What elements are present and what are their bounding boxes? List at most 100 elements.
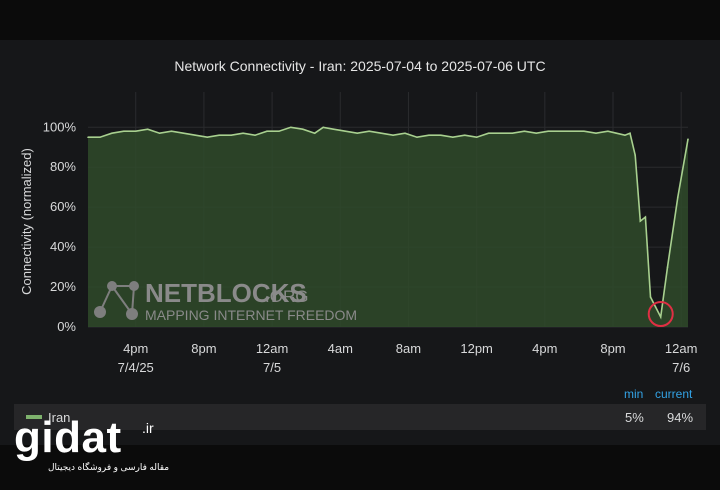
y-tick-label: 0% — [57, 319, 76, 334]
data-point — [99, 136, 101, 139]
data-point — [356, 132, 359, 135]
legend-header-current: current — [655, 387, 693, 401]
data-point — [475, 136, 478, 139]
y-tick-label: 100% — [43, 119, 77, 134]
legend-row-iran[interactable]: Iran 5% 94% — [14, 404, 706, 430]
data-point — [344, 130, 347, 133]
legend-swatch — [26, 415, 42, 419]
data-point — [301, 128, 304, 131]
x-tick-date-label: 7/6 — [672, 360, 690, 375]
data-point — [607, 130, 609, 133]
series-area-fill — [88, 127, 688, 327]
data-point — [266, 130, 268, 133]
x-tick-label: 4am — [328, 341, 353, 356]
x-tick-label: 8pm — [600, 341, 625, 356]
gidat-watermark: gidat .ir مقاله فارسی و فروشگاه دیجیتال — [14, 413, 169, 476]
legend-header-min: min — [624, 387, 644, 401]
data-point — [559, 130, 561, 133]
data-point — [624, 134, 626, 137]
data-point — [571, 130, 573, 133]
data-point — [404, 132, 406, 135]
data-point — [313, 132, 316, 135]
data-point — [182, 132, 185, 135]
data-point — [639, 220, 642, 222]
x-tick-date-label: 7/5 — [263, 360, 281, 375]
y-tick-label: 20% — [50, 279, 76, 294]
netblocks-name: NETBLOCKS — [145, 278, 307, 308]
x-tick-date-label: 7/4/25 — [118, 360, 154, 375]
data-point — [242, 132, 244, 135]
data-point — [666, 266, 669, 268]
x-tick-label: 4pm — [532, 341, 557, 356]
y-tick-label: 60% — [50, 199, 76, 214]
data-point — [487, 132, 490, 135]
y-tick-label: 80% — [50, 159, 76, 174]
data-point — [547, 130, 550, 133]
x-tick-label: 12pm — [460, 341, 493, 356]
gidat-tagline: مقاله فارسی و فروشگاه دیجیتال — [48, 462, 170, 472]
data-point — [146, 128, 149, 131]
data-point — [659, 316, 662, 318]
annotations — [647, 301, 674, 328]
data-point — [634, 154, 636, 157]
y-axis-label: Connectivity (normalized) — [19, 148, 34, 295]
netblocks-watermark: NETBLOCKS .ORG MAPPING INTERNET FREEDOM — [94, 278, 357, 323]
data-point — [230, 134, 232, 137]
data-point — [380, 132, 382, 135]
gidat-logo: gidat — [14, 413, 122, 462]
legend-min-value: 5% — [625, 410, 644, 425]
axes: 0% 20% 40% 60% 80% 100% 4pm 7/4/25 8pm 12am 7/5 4am… — [19, 119, 697, 375]
data-point — [595, 132, 597, 135]
data-point — [676, 196, 679, 198]
data-point — [687, 138, 689, 141]
chart-title: Network Connectivity - Iran: 2025-07-04 … — [174, 58, 546, 74]
data-point — [629, 132, 631, 135]
data-point — [523, 130, 526, 133]
netblocks-tagline: MAPPING INTERNET FREEDOM — [145, 307, 357, 323]
x-tick-label: 12am — [256, 341, 289, 356]
legend-current-value: 94% — [667, 410, 694, 425]
data-point — [218, 134, 221, 137]
data-point — [122, 130, 125, 133]
data-point — [87, 136, 89, 139]
data-point — [428, 134, 430, 137]
data-point — [583, 130, 585, 133]
data-point — [206, 136, 209, 139]
x-tick-label: 8pm — [191, 341, 216, 356]
data-point — [332, 128, 335, 131]
data-point — [158, 132, 161, 135]
data-point — [170, 130, 173, 133]
data-point — [511, 132, 514, 135]
series-area — [88, 127, 688, 327]
x-tick-label: 4pm — [123, 341, 148, 356]
data-point — [499, 132, 502, 135]
data-point — [368, 130, 371, 133]
x-tick-label: 12am — [665, 341, 698, 356]
x-tick-label: 8am — [396, 341, 421, 356]
data-point — [290, 126, 292, 129]
data-point — [649, 296, 652, 298]
data-point — [463, 134, 466, 137]
data-point — [416, 136, 418, 139]
data-point — [654, 306, 657, 308]
netblocks-tld: .ORG — [265, 287, 308, 306]
data-point — [254, 134, 256, 137]
highlight-circle — [647, 301, 674, 328]
data-point — [194, 134, 197, 137]
data-point — [111, 132, 113, 135]
data-point — [440, 134, 442, 137]
data-point — [392, 134, 394, 137]
gidat-tld: .ir — [142, 420, 154, 436]
data-point — [451, 136, 454, 139]
netblocks-logo-icon — [94, 281, 139, 320]
data-point — [615, 132, 618, 135]
data-point — [134, 130, 137, 133]
legend-series-name: Iran — [48, 410, 71, 425]
series-line — [87, 126, 689, 320]
data-point — [535, 132, 538, 135]
y-tick-label: 40% — [50, 239, 76, 254]
data-point — [322, 126, 325, 129]
data-point — [278, 130, 280, 133]
data-point — [644, 216, 647, 218]
